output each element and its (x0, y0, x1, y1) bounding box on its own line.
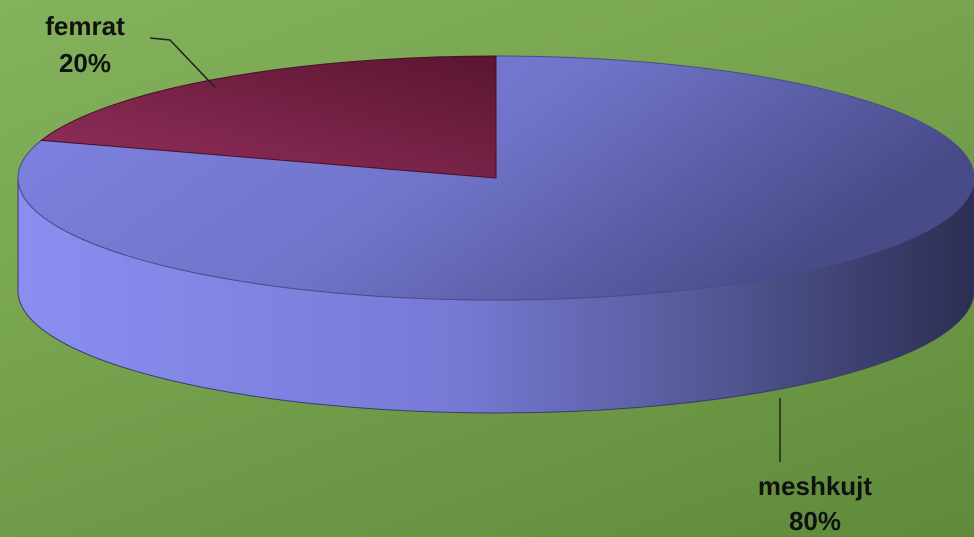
slice-value-meshkujt: 80% (789, 506, 841, 536)
slice-value-femrat: 20% (59, 48, 111, 78)
leader-line-femrat (149, 37, 216, 88)
slice-label-femrat: femrat (45, 11, 125, 41)
slice-label-meshkujt: meshkujt (758, 471, 872, 501)
pie-slice-femrat (40, 55, 497, 179)
